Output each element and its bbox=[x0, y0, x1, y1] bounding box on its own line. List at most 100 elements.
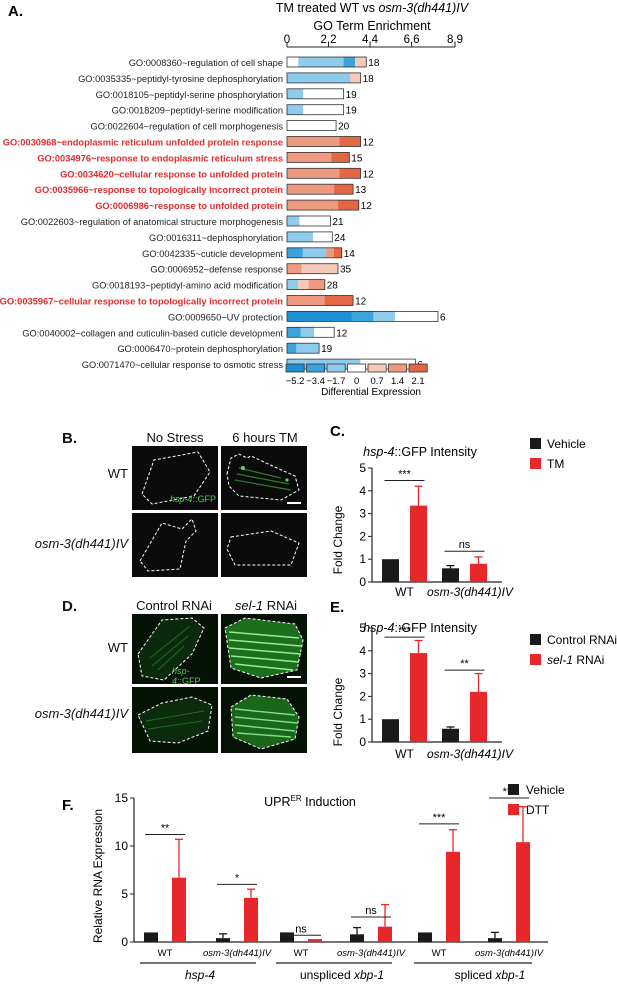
upr-induction-chart: F. UPRER Induction Relative RNA Expressi… bbox=[62, 783, 565, 982]
bar-segment bbox=[307, 327, 315, 338]
control-bar bbox=[382, 559, 399, 582]
legend-swatch bbox=[326, 363, 346, 373]
bar-segment bbox=[287, 295, 297, 306]
go-term-label: GO:0006952~defense response bbox=[150, 265, 283, 275]
x-tick-label: 2.2 bbox=[321, 34, 337, 46]
group-label-spliced-xbp1: spliced xbp-1 bbox=[455, 968, 526, 982]
bar-segment bbox=[310, 247, 319, 258]
col-title-6h-tm: 6 hours TM bbox=[232, 430, 298, 445]
go-term-label: GO:0040002~collagen and cuticulin-based … bbox=[22, 328, 283, 338]
significance-label: ns bbox=[365, 905, 377, 917]
bar-segment bbox=[322, 120, 330, 131]
plot-area: 0 1 2 3 4 5 WT *** osm-3(dh441)IV ns bbox=[359, 461, 514, 599]
bar-segment bbox=[316, 263, 324, 274]
bar-segment bbox=[306, 231, 314, 242]
bar-segment bbox=[315, 120, 323, 131]
gene-count-label: 21 bbox=[332, 217, 344, 228]
bar-segment bbox=[327, 200, 339, 211]
go-term-label: GO:0018105~peptidyl-serine phosphorylati… bbox=[96, 90, 283, 100]
bar-segment bbox=[394, 311, 417, 322]
significance-label: *** bbox=[398, 625, 412, 637]
bar-segment bbox=[287, 231, 294, 242]
bar-segment bbox=[297, 136, 309, 147]
bar-segment bbox=[323, 263, 332, 274]
treatment-bar bbox=[470, 563, 487, 582]
legend-tick-label: −3.4 bbox=[306, 376, 325, 387]
bar-segment bbox=[313, 327, 322, 338]
hsp4-gfp-rnai-chart: E. hsp-4::GFP Intensity Fold Change 0 1 2 3… bbox=[330, 599, 617, 761]
y-axis-label: Relative RNA Expression bbox=[91, 809, 105, 943]
bar-segment bbox=[295, 104, 304, 115]
bar-segment bbox=[296, 343, 302, 354]
go-term-bar bbox=[286, 120, 337, 131]
go-term-label: GO:0016311~dephosphorylation bbox=[149, 233, 283, 243]
gene-count-label: 24 bbox=[334, 233, 346, 244]
group-label-unspliced-xbp1: unspliced xbp-1 bbox=[300, 968, 384, 982]
panel-a-label: A. bbox=[8, 3, 23, 20]
bar-segment bbox=[339, 136, 351, 147]
go-term-label: GO:0035966~response to topologically inc… bbox=[35, 185, 284, 195]
legend-label-vehicle: Vehicle bbox=[526, 783, 565, 797]
go-term-bar bbox=[286, 183, 354, 195]
bar-segment bbox=[287, 168, 298, 179]
bar-segment bbox=[308, 120, 316, 131]
go-enrichment-chart: A. TM treated WT vs osm-3(dh441)IV GO Te… bbox=[0, 1, 470, 398]
bar-segment bbox=[324, 295, 335, 306]
bar-segment bbox=[313, 279, 320, 290]
bar-segment bbox=[315, 184, 326, 195]
gene-count-label: 12 bbox=[363, 138, 375, 149]
x-axis-ticks: 0 2.2 4.4 6.6 8.9 bbox=[284, 34, 463, 48]
group-labels: hsp-4 unspliced xbp-1 spliced xbp-1 bbox=[185, 968, 525, 982]
legend-label-dtt: DTT bbox=[526, 803, 550, 817]
bar-segment bbox=[287, 184, 297, 195]
bar-segment bbox=[287, 72, 298, 83]
col-title-sel1-rnai: sel-1 RNAi bbox=[234, 598, 298, 613]
gene-count-label: 6 bbox=[440, 312, 446, 323]
bar-segment bbox=[311, 88, 320, 99]
go-term-bars: GO:0008360~regulation of cell shape 18 GO:… bbox=[0, 56, 446, 371]
bar-segment bbox=[287, 152, 297, 163]
legend-title: Differential Expression bbox=[321, 387, 421, 398]
bar-segment bbox=[319, 104, 328, 115]
bar-segment bbox=[319, 279, 326, 290]
bar-segment bbox=[318, 168, 330, 179]
bar-segment bbox=[295, 88, 304, 99]
gene-count-label: 12 bbox=[355, 297, 367, 308]
bar-segment bbox=[287, 88, 296, 99]
bar-segment bbox=[302, 247, 311, 258]
bar-segment bbox=[287, 343, 292, 354]
legend-swatch bbox=[347, 363, 367, 373]
bar-segment bbox=[326, 247, 335, 258]
bar-segment bbox=[293, 231, 301, 242]
bar-segment bbox=[293, 327, 301, 338]
bar-segment bbox=[301, 263, 310, 274]
go-term-label: GO:0022604~regulation of cell morphogene… bbox=[90, 122, 283, 132]
bar-segment bbox=[298, 57, 311, 67]
category-label: WT bbox=[432, 948, 447, 959]
bar-segment bbox=[318, 216, 325, 226]
go-term-bar bbox=[286, 104, 345, 116]
gene-count-label: 28 bbox=[327, 281, 339, 292]
bar-segment bbox=[311, 104, 320, 115]
y-tick-label: 10 bbox=[115, 839, 129, 853]
bar-segment bbox=[335, 88, 345, 99]
differential-expression-legend: −5.2 −3.4 −1.7 0 0.7 1.4 2.1 bbox=[285, 363, 428, 387]
legend-tick-label: 0 bbox=[354, 376, 359, 387]
bar-segment bbox=[297, 279, 304, 290]
bar-segment bbox=[322, 152, 332, 163]
bar-segment bbox=[287, 311, 309, 322]
legend-swatch bbox=[388, 363, 408, 373]
bar-segment bbox=[305, 184, 316, 195]
go-term-label: GO:0006986~response to unfolded protein bbox=[95, 201, 283, 211]
gene-count-label: 20 bbox=[338, 122, 350, 133]
group-label-hsp4: hsp-4 bbox=[185, 968, 215, 982]
micrograph-osm3-no-stress bbox=[132, 513, 218, 577]
bar-segment bbox=[296, 295, 307, 306]
bar-segment bbox=[287, 247, 296, 258]
y-tick-label: 1 bbox=[359, 552, 366, 566]
col-title-control-rnai: Control RNAi bbox=[136, 598, 212, 613]
control-bar bbox=[350, 934, 364, 942]
bar-segment bbox=[339, 72, 351, 83]
chart-title: hsp-4::GFP Intensity bbox=[363, 621, 477, 635]
bar-segment bbox=[320, 327, 328, 338]
